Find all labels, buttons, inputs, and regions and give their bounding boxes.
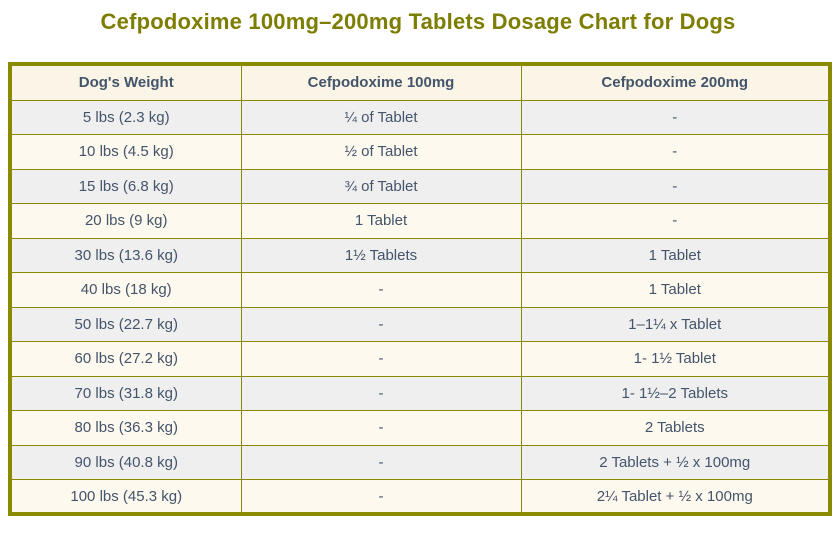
table-cell: - bbox=[240, 375, 522, 411]
table-cell: 5 lbs (2.3 kg) bbox=[9, 99, 242, 135]
table-cell: 1–1¼ x Tablet bbox=[520, 306, 831, 342]
table-cell: 20 lbs (9 kg) bbox=[9, 203, 242, 239]
table-cell: ¾ of Tablet bbox=[240, 168, 522, 204]
table-cell: 1 Tablet bbox=[520, 237, 831, 273]
table-cell: 50 lbs (22.7 kg) bbox=[9, 306, 242, 342]
header-cell: Dog's Weight bbox=[9, 63, 242, 101]
dosage-table: Dog's Weight Cefpodoxime 100mg Cefpodoxime… bbox=[8, 62, 832, 516]
table-cell: 80 lbs (36.3 kg) bbox=[9, 410, 242, 446]
table-row: 30 lbs (13.6 kg) 1½ Tablets 1 Tablet bbox=[9, 237, 831, 273]
table-cell: 90 lbs (40.8 kg) bbox=[9, 444, 242, 480]
table-row: 80 lbs (36.3 kg) -2 Tablets bbox=[9, 410, 831, 446]
table-row: 10 lbs (4.5 kg) ½ of Tablet - bbox=[9, 134, 831, 170]
table-cell: - bbox=[520, 99, 831, 135]
table-row: 60 lbs (27.2 kg) -1- 1½ Tablet bbox=[9, 341, 831, 377]
table-cell: - bbox=[240, 444, 522, 480]
table-cell: - bbox=[240, 272, 522, 308]
table-cell: 2¼ Tablet + ½ x 100mg bbox=[520, 479, 831, 515]
table-header-row: Dog's Weight Cefpodoxime 100mg Cefpodoxime… bbox=[9, 63, 831, 101]
table-cell: - bbox=[520, 168, 831, 204]
table-cell: 30 lbs (13.6 kg) bbox=[9, 237, 242, 273]
table-body: 5 lbs (2.3 kg) ¼ of Tablet -10 lbs (4.5 kg… bbox=[9, 99, 831, 515]
table-row: 50 lbs (22.7 kg) -1–1¼ x Tablet bbox=[9, 306, 831, 342]
table-cell: 2 Tablets + ½ x 100mg bbox=[520, 444, 831, 480]
table-cell: - bbox=[240, 341, 522, 377]
table-cell: 1- 1½–2 Tablets bbox=[520, 375, 831, 411]
table-cell: - bbox=[240, 306, 522, 342]
table-cell: 70 lbs (31.8 kg) bbox=[9, 375, 242, 411]
table-row: 20 lbs (9 kg) 1 Tablet - bbox=[9, 203, 831, 239]
table-cell: 15 lbs (6.8 kg) bbox=[9, 168, 242, 204]
header-cell: Cefpodoxime 100mg bbox=[240, 63, 522, 101]
table-row: 5 lbs (2.3 kg) ¼ of Tablet - bbox=[9, 99, 831, 135]
table-row: 100 lbs (45.3 kg) -2¼ Tablet + ½ x 100mg bbox=[9, 479, 831, 515]
table-cell: 10 lbs (4.5 kg) bbox=[9, 134, 242, 170]
table-cell: - bbox=[240, 479, 522, 515]
table-cell: 2 Tablets bbox=[520, 410, 831, 446]
table-cell: 100 lbs (45.3 kg) bbox=[9, 479, 242, 515]
table-row: 15 lbs (6.8 kg) ¾ of Tablet - bbox=[9, 168, 831, 204]
table-cell: - bbox=[240, 410, 522, 446]
table-cell: 40 lbs (18 kg) bbox=[9, 272, 242, 308]
table-cell: - bbox=[520, 203, 831, 239]
table-cell: 1 Tablet bbox=[240, 203, 522, 239]
table-cell: ½ of Tablet bbox=[240, 134, 522, 170]
table-row: 90 lbs (40.8 kg) -2 Tablets + ½ x 100mg bbox=[9, 444, 831, 480]
table-cell: 1- 1½ Tablet bbox=[520, 341, 831, 377]
table-cell: ¼ of Tablet bbox=[240, 99, 522, 135]
page-title: Cefpodoxime 100mg–200mg Tablets Dosage C… bbox=[100, 9, 736, 34]
page: Cefpodoxime 100mg–200mg Tablets Dosage C… bbox=[0, 9, 836, 533]
table-cell: - bbox=[520, 134, 831, 170]
table-cell: 1 Tablet bbox=[520, 272, 831, 308]
table-row: 40 lbs (18 kg) -1 Tablet bbox=[9, 272, 831, 308]
table-cell: 60 lbs (27.2 kg) bbox=[9, 341, 242, 377]
table-row: 70 lbs (31.8 kg) -1- 1½–2 Tablets bbox=[9, 375, 831, 411]
table-cell: 1½ Tablets bbox=[240, 237, 522, 273]
header-cell: Cefpodoxime 200mg bbox=[520, 63, 831, 101]
